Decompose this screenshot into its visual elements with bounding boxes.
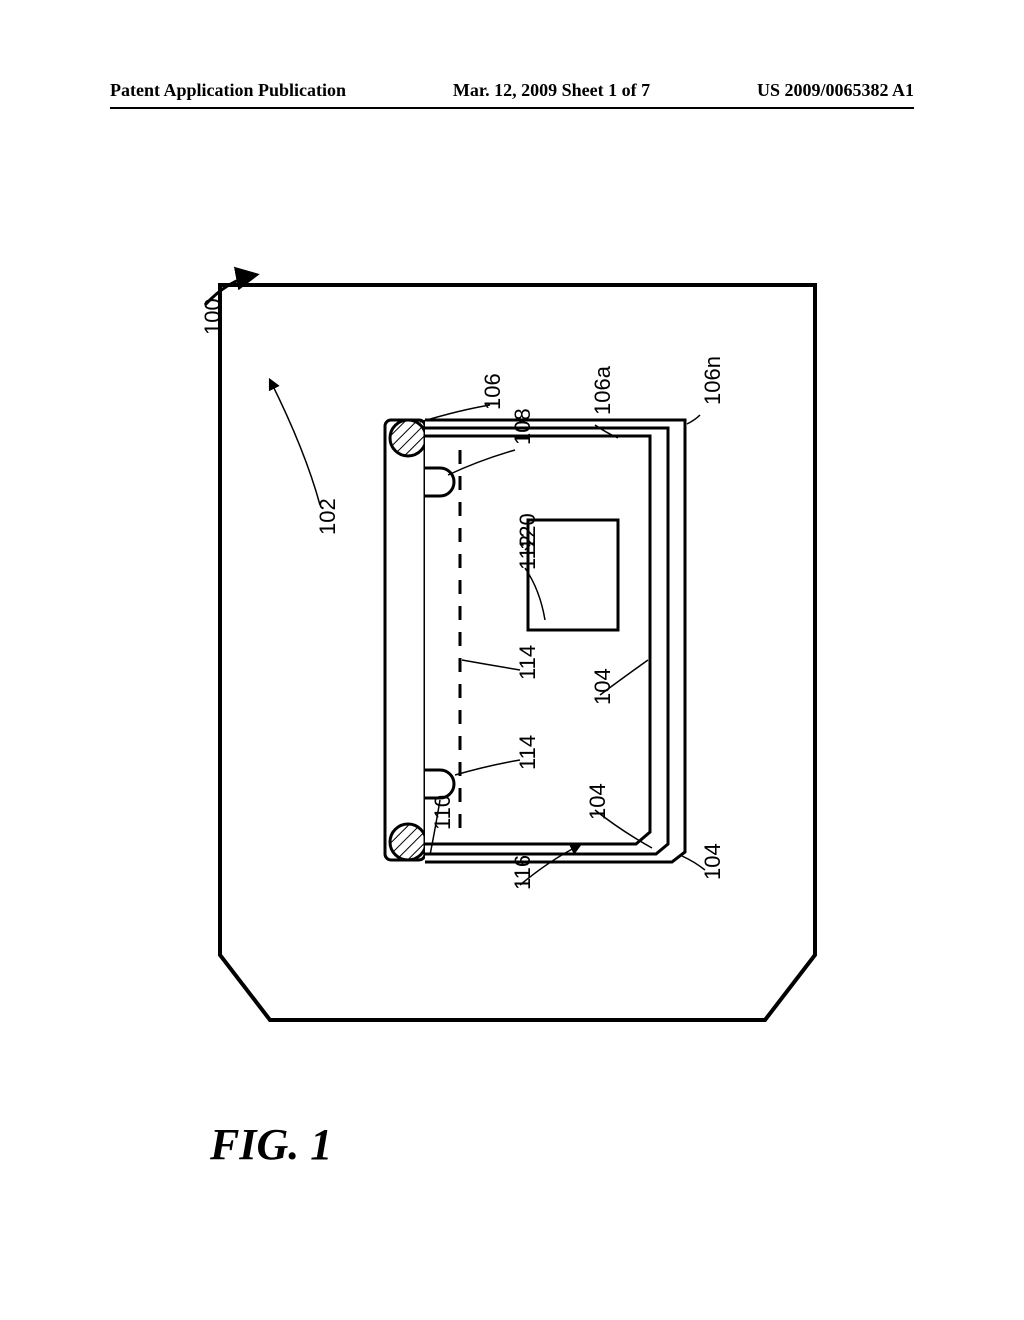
lead-102	[270, 380, 320, 505]
figure-caption: FIG. 1	[210, 1119, 332, 1170]
lead-106n	[687, 415, 700, 424]
ref-104a: 104	[590, 668, 616, 705]
page-header: Patent Application Publication Mar. 12, …	[110, 80, 914, 109]
ref-106n: 106n	[700, 356, 726, 405]
pivot-top	[390, 420, 426, 456]
ref-114b: 114	[515, 735, 541, 770]
header-center: Mar. 12, 2009 Sheet 1 of 7	[453, 80, 650, 101]
ref-100: 100	[200, 298, 226, 335]
ref-104b: 104	[585, 783, 611, 820]
figure-1: 100 102 106 108 120 112 114 114 116 110 …	[110, 150, 914, 1190]
pivot-bottom	[390, 824, 426, 860]
header-right: US 2009/0065382 A1	[757, 80, 914, 101]
ref-106a: 106a	[590, 366, 616, 415]
ref-104c: 104	[700, 843, 726, 880]
ref-102: 102	[315, 498, 341, 535]
ref-114a: 114	[515, 645, 541, 680]
ref-110: 110	[430, 795, 456, 830]
ref-116: 116	[510, 855, 536, 890]
patent-page: Patent Application Publication Mar. 12, …	[0, 0, 1024, 1320]
ref-108: 108	[510, 408, 536, 445]
ref-112: 112	[515, 535, 541, 570]
window-rect	[528, 520, 618, 630]
header-left: Patent Application Publication	[110, 80, 346, 101]
ref-106: 106	[480, 373, 506, 410]
patent-drawing	[110, 150, 914, 1190]
spine-block	[385, 420, 425, 860]
